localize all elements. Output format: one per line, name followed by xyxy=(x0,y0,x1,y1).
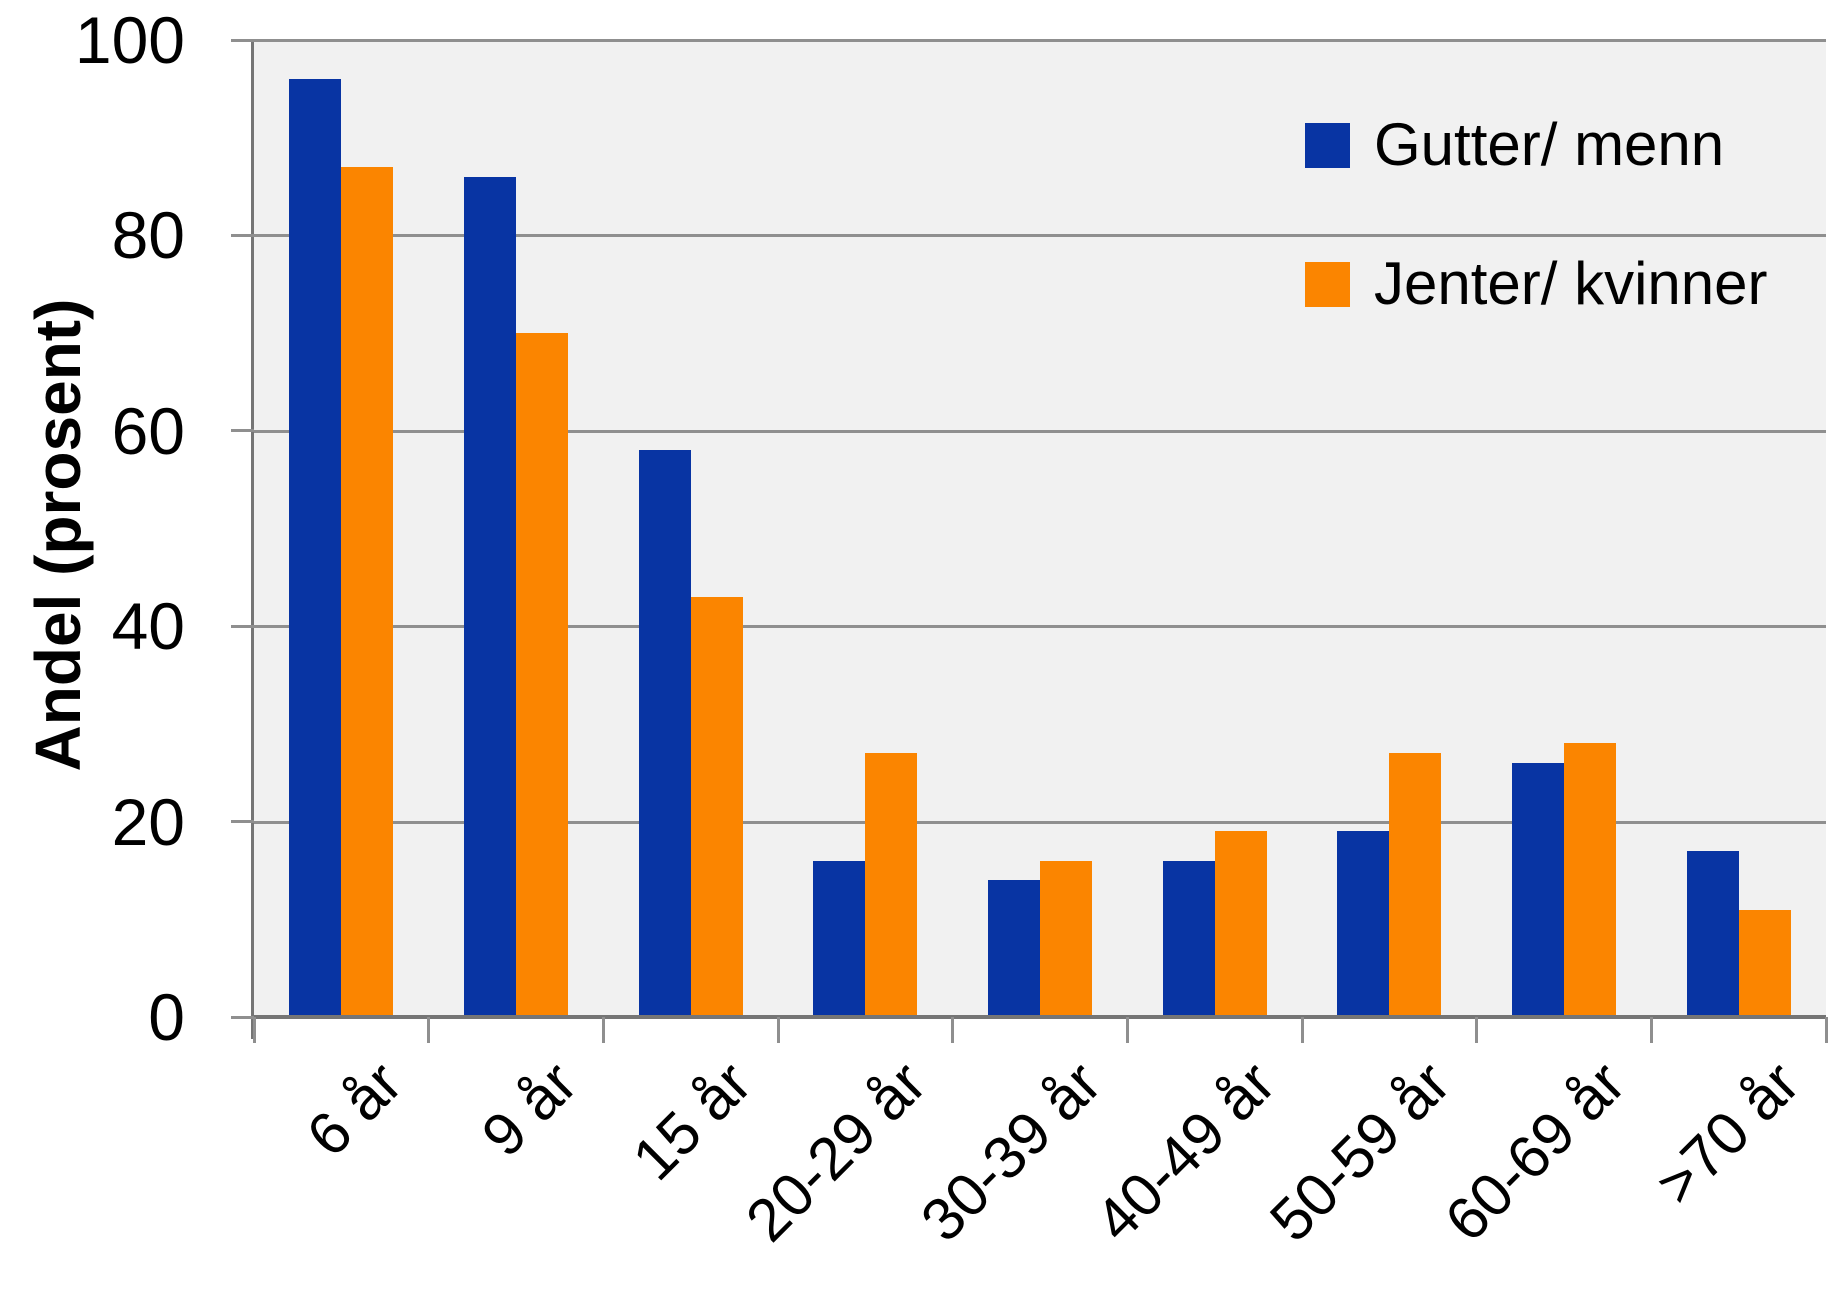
x-tick-2 xyxy=(601,1017,605,1043)
legend-item-2: Jenter/ kvinner xyxy=(1305,251,1768,317)
bar-menn-6 xyxy=(1162,860,1215,1017)
y-tick-label-0: 0 xyxy=(148,980,185,1054)
legend: Gutter/ menn Jenter/ kvinner xyxy=(1305,112,1768,390)
bar-kvinner-5 xyxy=(1040,860,1092,1017)
bar-kvinner-6 xyxy=(1214,831,1267,1017)
x-tick-5 xyxy=(1125,1017,1129,1043)
bar-menn-9 xyxy=(1686,850,1739,1017)
x-tick-4 xyxy=(951,1017,955,1043)
y-tick-label-40: 40 xyxy=(111,589,185,664)
y-tick-label-60: 60 xyxy=(111,393,185,468)
bar-kvinner-1 xyxy=(341,167,394,1017)
bar-kvinner-2 xyxy=(516,333,568,1017)
x-category-label-8: 60-69 år xyxy=(1431,1048,1638,1255)
y-tick-60 xyxy=(231,429,254,433)
y-tick-label-80: 80 xyxy=(111,198,185,273)
plot-area xyxy=(254,39,1826,1017)
bar-menn-2 xyxy=(464,176,516,1017)
x-tick-7 xyxy=(1475,1017,1479,1043)
x-category-label-2: 9 år xyxy=(468,1048,590,1170)
bar-menn-8 xyxy=(1512,762,1564,1017)
legend-label: Gutter/ menn xyxy=(1374,111,1725,178)
bar-kvinner-3 xyxy=(690,596,743,1017)
bar-kvinner-9 xyxy=(1738,909,1791,1017)
x-tick-0 xyxy=(252,1017,256,1043)
bar-menn-3 xyxy=(638,450,691,1017)
x-category-label-3: 15 år xyxy=(619,1048,764,1193)
x-tick-3 xyxy=(776,1017,780,1043)
x-category-label-6: 40-49 år xyxy=(1082,1048,1288,1255)
x-tick-6 xyxy=(1300,1017,1304,1043)
y-tick-label-100: 100 xyxy=(74,3,185,77)
bar-kvinner-7 xyxy=(1389,753,1442,1017)
x-tick-1 xyxy=(427,1017,431,1043)
legend-item-1: Gutter/ menn xyxy=(1305,112,1768,178)
x-category-label-1: 6 år xyxy=(293,1048,415,1170)
bar-menn-4 xyxy=(813,860,866,1017)
y-tick-label-20: 20 xyxy=(111,784,185,859)
y-tick-100 xyxy=(231,38,254,42)
legend-swatch-icon xyxy=(1305,122,1350,168)
x-category-label-5: 30-39 år xyxy=(907,1048,1114,1255)
y-tick-80 xyxy=(231,233,254,237)
x-axis-line xyxy=(254,1015,1826,1019)
bar-menn-5 xyxy=(988,880,1040,1017)
y-tick-0 xyxy=(231,1015,254,1019)
x-category-label-9: >70 år xyxy=(1642,1048,1812,1218)
y-axis-line xyxy=(251,40,254,1039)
gridline-20 xyxy=(254,820,1826,824)
bar-menn-7 xyxy=(1337,831,1390,1017)
x-category-label-7: 50-59 år xyxy=(1257,1048,1463,1255)
bar-kvinner-8 xyxy=(1564,743,1616,1017)
gridline-100 xyxy=(254,39,1826,42)
legend-swatch-icon xyxy=(1305,261,1350,307)
x-tick-9 xyxy=(1824,1017,1828,1043)
bar-menn-1 xyxy=(289,79,342,1017)
bar-kvinner-4 xyxy=(865,753,918,1017)
gridline-60 xyxy=(254,429,1826,433)
legend-label: Jenter/ kvinner xyxy=(1374,250,1768,317)
x-category-label-4: 20-29 år xyxy=(733,1048,939,1255)
gridline-40 xyxy=(254,625,1826,629)
y-tick-20 xyxy=(231,820,254,824)
y-axis-title: Andel (prosent) xyxy=(22,298,94,772)
gridline-80 xyxy=(254,234,1826,238)
y-tick-40 xyxy=(231,624,254,628)
x-tick-8 xyxy=(1649,1017,1653,1043)
